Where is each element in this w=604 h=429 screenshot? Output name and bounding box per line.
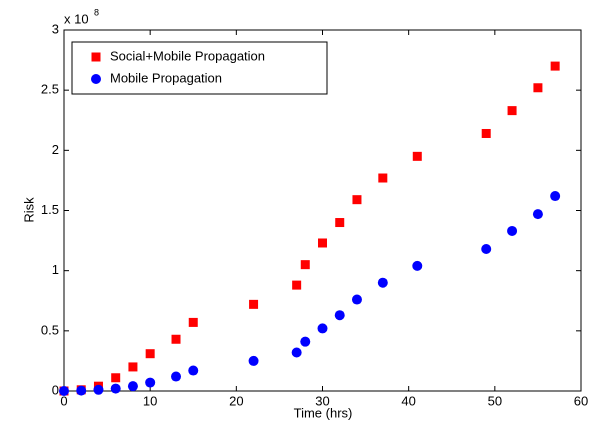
point	[248, 355, 259, 366]
point	[317, 323, 328, 334]
point	[378, 173, 388, 183]
x-axis-label: Time (hrs)	[294, 405, 353, 420]
point	[550, 191, 561, 202]
point	[249, 299, 259, 309]
y-axis-label: Risk	[21, 197, 36, 223]
point	[352, 195, 362, 205]
y-tick-label: 2.5	[41, 82, 59, 97]
legend-box	[71, 41, 328, 95]
point	[145, 377, 156, 388]
x-tick-label: 30	[315, 393, 329, 408]
point	[300, 260, 310, 270]
point	[532, 209, 543, 220]
point	[533, 83, 543, 93]
point	[334, 310, 345, 321]
point	[481, 244, 492, 255]
y-tick-label: 0.5	[41, 322, 59, 337]
x-tick-label: 0	[60, 393, 67, 408]
legend-label: Mobile Propagation	[110, 70, 222, 85]
y-tick-label: 1.5	[41, 202, 59, 217]
x-tick-label: 40	[401, 393, 415, 408]
y-multiplier: x 10	[64, 11, 89, 26]
point	[110, 383, 121, 394]
point	[128, 362, 138, 372]
point	[335, 218, 345, 228]
x-tick-label: 60	[574, 393, 588, 408]
x-tick-label: 20	[229, 393, 243, 408]
legend-marker	[91, 74, 101, 84]
point	[300, 336, 311, 347]
y-tick-label: 2	[52, 142, 59, 157]
point	[93, 384, 104, 395]
point	[507, 225, 518, 236]
point	[171, 371, 182, 382]
y-tick-label: 3	[52, 21, 59, 36]
y-tick-label: 1	[52, 262, 59, 277]
y-tick-label: 0	[52, 382, 59, 397]
point	[59, 386, 69, 396]
point	[127, 381, 138, 392]
point	[111, 373, 121, 383]
point	[550, 61, 560, 71]
point	[412, 260, 423, 271]
point	[507, 106, 517, 116]
point	[291, 347, 302, 358]
point	[292, 280, 302, 290]
point	[76, 385, 87, 396]
point	[188, 365, 199, 376]
y-multiplier-exponent: 8	[94, 7, 99, 17]
point	[412, 151, 422, 161]
point	[481, 128, 491, 138]
point	[318, 238, 327, 248]
point	[145, 349, 155, 359]
point	[377, 277, 388, 288]
x-tick-label: 50	[488, 393, 502, 408]
x-tick-label: 10	[143, 393, 157, 408]
legend-marker	[91, 52, 101, 62]
point	[188, 317, 198, 327]
point	[351, 294, 362, 305]
legend-label: Social+Mobile Propagation	[110, 48, 265, 63]
point	[171, 334, 181, 344]
